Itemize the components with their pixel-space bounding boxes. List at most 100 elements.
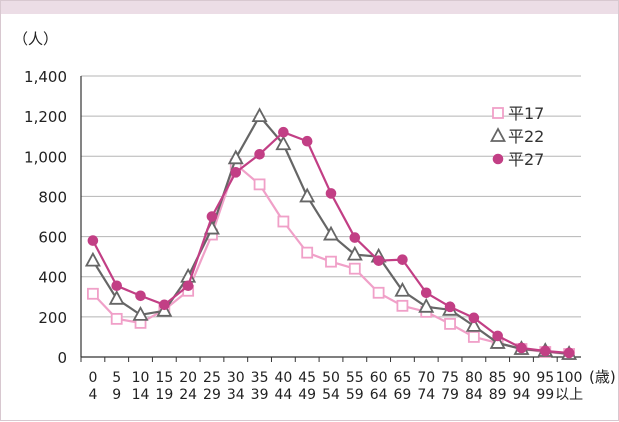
x-tick-label-bottom-19: 99 [536, 387, 554, 403]
x-tick-label-bottom-14: 74 [417, 387, 435, 403]
x-axis-unit: (歳) [589, 368, 616, 386]
data-point-0-7 [253, 178, 266, 191]
x-tick-label-top-1: 5 [112, 370, 121, 386]
x-tick-label-top-3: 15 [155, 370, 173, 386]
data-point-1-10 [322, 225, 340, 241]
x-tick-label-top-16: 80 [465, 370, 483, 386]
x-tick-label-bottom-4: 24 [179, 387, 197, 403]
y-axis-unit: （人） [13, 30, 58, 48]
data-point-2-3 [159, 299, 170, 311]
series-2 [87, 126, 575, 359]
x-axis-ticks: 0459101415192024252930343539404445495054… [80, 357, 583, 403]
data-point-1-11 [346, 245, 363, 261]
series-group [84, 107, 578, 360]
legend-marker-2 [492, 153, 504, 165]
x-tick-label-bottom-17: 89 [489, 387, 507, 403]
x-tick-label-bottom-5: 29 [203, 387, 221, 403]
data-point-2-4 [182, 280, 194, 292]
data-point-2-7 [254, 148, 265, 160]
x-tick-label-bottom-8: 44 [274, 387, 292, 403]
data-point-0-13 [396, 299, 409, 312]
x-tick-label-top-6: 30 [227, 370, 245, 386]
data-point-2-20 [563, 347, 575, 359]
x-tick-label-top-17: 85 [489, 370, 507, 386]
legend-label-2: 平27 [508, 150, 544, 169]
header-band [1, 1, 618, 14]
data-point-0-11 [348, 262, 361, 275]
x-tick-label-top-15: 75 [441, 370, 459, 386]
data-point-0-8 [277, 215, 290, 228]
y-axis-ticks: 0 200 400 600 800 1,000 1,200 1,400 [24, 68, 67, 367]
data-point-1-1 [108, 289, 125, 305]
y-tick-label-7: 1,400 [24, 68, 67, 86]
x-tick-label-bottom-7: 39 [251, 387, 269, 403]
data-point-0-12 [372, 286, 385, 299]
x-tick-label-bottom-13: 69 [394, 387, 412, 403]
legend-label-0: 平17 [508, 104, 544, 123]
x-tick-label-top-13: 65 [394, 370, 412, 386]
x-tick-label-top-14: 70 [417, 370, 435, 386]
data-point-0-15 [444, 317, 456, 330]
legend-label-1: 平22 [508, 127, 544, 146]
data-point-2-5 [206, 211, 218, 222]
data-point-0-10 [325, 255, 337, 268]
x-tick-label-top-18: 90 [513, 370, 531, 386]
x-tick-label-top-11: 55 [346, 370, 364, 386]
series-1 [84, 107, 578, 360]
data-point-1-17 [489, 334, 506, 349]
data-point-2-8 [278, 126, 289, 138]
y-tick-label-0: 0 [57, 349, 67, 367]
data-point-1-8 [275, 135, 292, 151]
x-tick-label-bottom-18: 94 [513, 387, 531, 403]
data-point-2-2 [135, 290, 146, 302]
x-tick-label-top-4: 20 [179, 370, 197, 386]
data-point-1-7 [251, 107, 268, 123]
data-point-1-0 [84, 251, 101, 267]
y-tick-label-2: 400 [38, 269, 67, 287]
x-tick-label-bottom-3: 19 [155, 387, 173, 403]
y-tick-label-6: 1,200 [24, 108, 67, 126]
x-tick-label-bottom-10: 54 [322, 387, 340, 403]
data-point-1-9 [299, 187, 316, 203]
data-point-1-2 [132, 305, 149, 321]
x-tick-label-top-9: 45 [298, 370, 316, 386]
x-tick-label-bottom-9: 49 [298, 387, 316, 403]
x-tick-label-top-12: 60 [370, 370, 388, 386]
x-tick-label-bottom-6: 34 [227, 387, 245, 403]
data-point-2-17 [492, 330, 503, 342]
data-point-2-12 [373, 255, 384, 266]
data-point-2-0 [87, 235, 99, 246]
x-tick-label-top-5: 25 [203, 370, 221, 386]
x-tick-label-bottom-1: 9 [112, 387, 121, 403]
y-tick-label-1: 200 [38, 309, 67, 327]
data-point-0-0 [87, 287, 99, 300]
y-tick-label-3: 600 [38, 229, 67, 247]
x-tick-label-top-7: 35 [251, 370, 269, 386]
x-tick-label-top-10: 50 [322, 370, 340, 386]
legend-marker-1 [489, 127, 507, 142]
x-tick-label-top-8: 40 [274, 370, 292, 386]
data-point-2-11 [349, 232, 361, 243]
x-tick-label-bottom-12: 64 [370, 387, 388, 403]
x-tick-label-bottom-15: 79 [441, 387, 459, 403]
data-point-2-1 [111, 280, 123, 292]
y-tick-label-5: 1,000 [24, 148, 67, 166]
x-tick-label-bottom-0: 4 [88, 387, 97, 403]
x-tick-label-top-19: 95 [536, 370, 554, 386]
data-point-0-9 [301, 246, 314, 259]
data-point-2-9 [301, 135, 313, 147]
data-point-2-18 [516, 342, 527, 354]
data-point-2-16 [468, 312, 480, 324]
axes [80, 76, 581, 358]
data-point-2-19 [539, 345, 551, 357]
data-point-1-16 [465, 316, 482, 332]
data-point-2-6 [230, 167, 242, 178]
x-tick-label-bottom-20: 以上 [555, 387, 583, 403]
data-point-1-6 [227, 149, 244, 165]
data-point-2-13 [397, 254, 408, 265]
y-tick-label-4: 800 [38, 188, 67, 206]
series-line-2 [91, 131, 570, 355]
data-point-2-10 [325, 188, 337, 199]
